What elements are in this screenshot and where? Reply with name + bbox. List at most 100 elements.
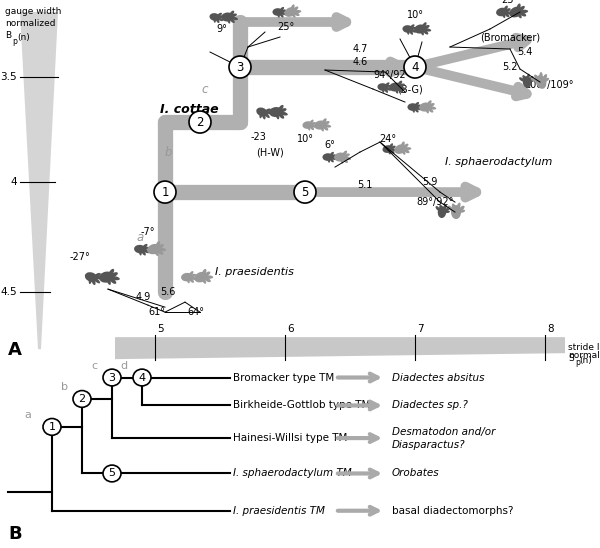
Text: 89°/92°: 89°/92° (416, 197, 454, 207)
Ellipse shape (264, 112, 270, 118)
Text: 10°: 10° (296, 134, 314, 144)
Ellipse shape (407, 103, 418, 111)
Ellipse shape (321, 126, 324, 132)
Ellipse shape (134, 245, 146, 253)
Ellipse shape (382, 145, 393, 153)
Ellipse shape (227, 18, 230, 24)
Ellipse shape (414, 25, 427, 33)
Ellipse shape (340, 158, 343, 164)
Ellipse shape (265, 109, 271, 112)
Circle shape (404, 56, 426, 78)
Ellipse shape (523, 75, 526, 81)
Text: 5.2: 5.2 (502, 62, 518, 72)
Text: (B-G): (B-G) (397, 84, 423, 94)
Ellipse shape (343, 151, 347, 156)
Ellipse shape (384, 88, 388, 93)
Ellipse shape (459, 206, 464, 211)
Text: p: p (575, 358, 580, 367)
Ellipse shape (394, 144, 406, 154)
Ellipse shape (280, 108, 287, 112)
Text: Diasparactus?: Diasparactus? (392, 439, 466, 449)
Ellipse shape (390, 150, 395, 154)
Ellipse shape (189, 278, 194, 283)
Ellipse shape (310, 124, 317, 128)
Ellipse shape (202, 278, 206, 284)
Text: I. praesidentis: I. praesidentis (215, 267, 294, 277)
Ellipse shape (409, 30, 413, 35)
Text: Diadectes sp.?: Diadectes sp.? (392, 401, 468, 410)
Text: 1: 1 (49, 422, 56, 432)
Ellipse shape (276, 113, 279, 119)
Text: 61°: 61° (149, 307, 166, 317)
Text: B: B (8, 526, 22, 544)
Ellipse shape (391, 146, 395, 149)
Ellipse shape (187, 278, 190, 283)
Ellipse shape (424, 25, 430, 29)
Ellipse shape (218, 15, 223, 18)
Ellipse shape (509, 7, 523, 18)
Ellipse shape (397, 81, 402, 86)
Ellipse shape (94, 277, 100, 283)
Ellipse shape (519, 10, 528, 13)
Text: (H-W): (H-W) (256, 147, 284, 157)
Text: 5: 5 (301, 186, 308, 198)
Ellipse shape (95, 273, 101, 277)
Ellipse shape (292, 13, 296, 18)
Ellipse shape (415, 108, 419, 112)
Ellipse shape (147, 244, 161, 254)
Ellipse shape (294, 12, 299, 16)
Text: basal diadectomorphs?: basal diadectomorphs? (392, 506, 514, 516)
Ellipse shape (89, 278, 92, 284)
Text: 6: 6 (287, 324, 293, 334)
Ellipse shape (415, 107, 422, 110)
Ellipse shape (439, 204, 442, 210)
Ellipse shape (422, 22, 427, 28)
Ellipse shape (539, 72, 543, 81)
Text: c: c (91, 361, 97, 371)
Text: I. praesidentis TM: I. praesidentis TM (233, 506, 325, 516)
Text: I. sphaerodactylum TM: I. sphaerodactylum TM (233, 469, 352, 478)
Ellipse shape (343, 158, 348, 163)
Ellipse shape (139, 250, 142, 255)
Circle shape (154, 181, 176, 203)
Ellipse shape (419, 102, 431, 112)
Ellipse shape (542, 74, 547, 81)
Ellipse shape (421, 30, 424, 36)
Ellipse shape (329, 158, 334, 162)
Text: 4.5: 4.5 (1, 287, 17, 297)
Ellipse shape (107, 278, 111, 285)
Ellipse shape (529, 76, 533, 81)
Ellipse shape (438, 206, 446, 218)
Ellipse shape (158, 244, 164, 249)
Text: 4.9: 4.9 (136, 292, 151, 302)
Text: A: A (8, 341, 22, 359)
Ellipse shape (415, 102, 419, 106)
Ellipse shape (411, 27, 416, 30)
Ellipse shape (324, 121, 329, 125)
Ellipse shape (426, 109, 429, 113)
Ellipse shape (427, 100, 431, 106)
Ellipse shape (181, 273, 193, 281)
Ellipse shape (395, 88, 398, 94)
Ellipse shape (505, 13, 509, 17)
Ellipse shape (382, 88, 385, 93)
Ellipse shape (389, 143, 393, 148)
Ellipse shape (436, 206, 440, 211)
Ellipse shape (143, 244, 148, 248)
Text: I. cottae: I. cottae (160, 102, 218, 116)
Ellipse shape (517, 3, 521, 10)
Ellipse shape (209, 13, 220, 21)
Ellipse shape (99, 272, 114, 283)
Ellipse shape (456, 203, 461, 211)
Ellipse shape (280, 13, 284, 18)
Ellipse shape (428, 108, 433, 112)
Ellipse shape (403, 144, 409, 149)
Text: 2: 2 (196, 116, 204, 129)
Ellipse shape (429, 103, 434, 107)
Text: 6°: 6° (325, 140, 335, 150)
Text: 8: 8 (547, 324, 554, 334)
Ellipse shape (385, 82, 389, 87)
Ellipse shape (519, 6, 525, 11)
Polygon shape (20, 12, 58, 349)
Polygon shape (115, 337, 565, 359)
